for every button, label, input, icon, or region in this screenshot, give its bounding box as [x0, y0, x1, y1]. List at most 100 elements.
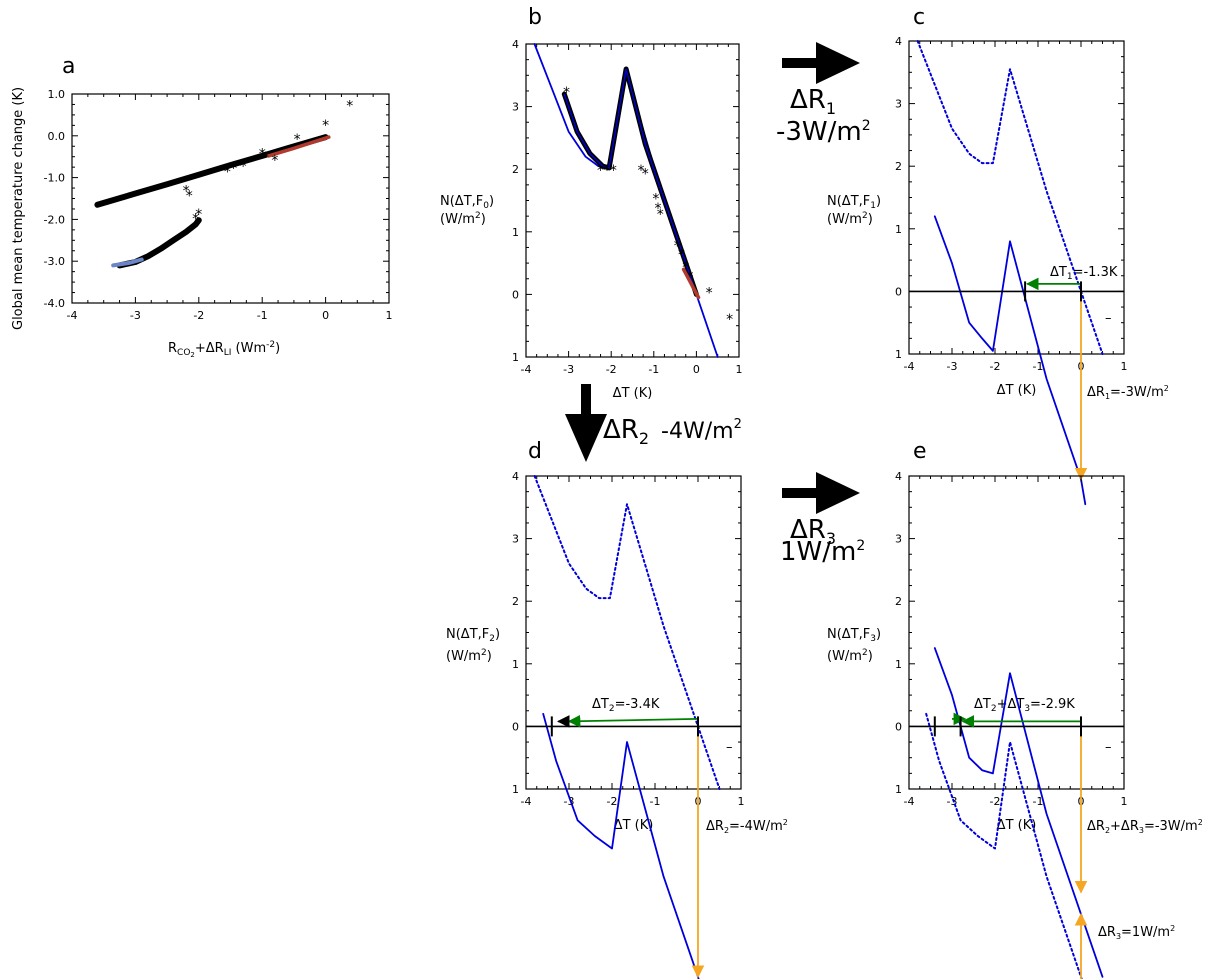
panel-label-c: c — [913, 5, 925, 30]
panel-e-ytick: 0 — [895, 720, 902, 733]
panel-a-star-point: * — [259, 147, 266, 163]
step2-label: ΔR2 -4W/m2 — [603, 415, 742, 448]
svg-text:N(ΔT,F1): N(ΔT,F1) — [827, 194, 881, 211]
panel-c-ytick: 4 — [895, 35, 902, 48]
panel-d-ytick: 1 — [512, 658, 519, 671]
panel-a-star-point: * — [240, 159, 247, 175]
step3-arrow-icon — [782, 472, 860, 514]
panel-a-series-lightblue — [111, 257, 144, 268]
panel-a-series-dense-black-lower — [116, 217, 202, 269]
panel-d-xtick: -4 — [521, 795, 532, 808]
panel-d-dash: – — [726, 740, 733, 755]
panel-b-xtick: 0 — [693, 363, 700, 376]
panel-c-xtick: -3 — [947, 360, 958, 373]
panel-a-star-point: * — [195, 207, 202, 223]
panel-b-ytick: 4 — [512, 38, 519, 51]
panel-b-star-point: * — [687, 270, 694, 286]
panel-a-ytick: -4.0 — [44, 297, 65, 310]
panel-b-star-point: * — [597, 163, 604, 179]
panel-b-star-point: * — [603, 163, 610, 179]
panel-b-star-point: * — [655, 201, 662, 217]
panel-b-ytick: 3 — [512, 101, 519, 114]
panel-d-xtick: -1 — [650, 795, 661, 808]
panel-e-ytick: 2 — [895, 595, 902, 608]
panel-e-xlabel: ΔT (K) — [997, 818, 1037, 833]
panel-c-ytick: 2 — [895, 160, 902, 173]
panel-d-ytick: 0 — [512, 720, 519, 733]
panel-e-series-dotted — [925, 712, 1083, 979]
panel-d-dt-label: ΔT2=-3.4K — [592, 697, 660, 714]
panel-b-xtick: -3 — [563, 363, 574, 376]
panel-b-star-point: * — [657, 207, 664, 223]
panel-b-star-point: * — [610, 163, 617, 179]
panel-b-series-red — [681, 267, 701, 300]
panel-b-series-solid — [533, 43, 719, 358]
panel-b-xtick: -1 — [648, 363, 659, 376]
panel-c-xlabel: ΔT (K) — [997, 383, 1037, 398]
panel-a-star-point: * — [294, 132, 301, 148]
panel-e-dt-label: ΔT2+ΔT3=-2.9K — [974, 697, 1075, 714]
panel-b-ytick: 0 — [512, 288, 519, 301]
panel-a-ytick: 0.0 — [48, 130, 66, 143]
panel-a-star-point: * — [183, 183, 190, 199]
panel-a-xtick: -4 — [67, 309, 78, 322]
panel-b-ytick: 1 — [512, 351, 519, 364]
panel-a-ytick: -3.0 — [44, 255, 65, 268]
panel-b-series-overlay — [563, 68, 698, 295]
panel-a-ytick: 1.0 — [48, 88, 66, 101]
panel-b-star-point: * — [674, 238, 681, 254]
panel-c-ytick: 3 — [895, 98, 902, 111]
panel-c-series-dotted — [916, 40, 1104, 355]
panel-a-star-point: * — [192, 211, 199, 227]
panel-a-xtick: 0 — [322, 309, 329, 322]
svg-text:N(ΔT,F2): N(ΔT,F2) — [446, 627, 500, 644]
panel-b-star-point: * — [682, 260, 689, 276]
panel-c-ytick: 1 — [895, 348, 902, 361]
panel-d-series-solid — [542, 713, 700, 979]
panel-b-star-point: * — [638, 163, 645, 179]
panel-a-star-point: * — [230, 161, 237, 177]
panel-d-xtick: -3 — [564, 795, 575, 808]
panel-c-xtick: -4 — [904, 360, 915, 373]
panel-d-dr-label: ΔR2=-4W/m2 — [706, 818, 788, 835]
panel-a-star-point: * — [322, 118, 329, 134]
panel-e-ytick: 3 — [895, 533, 902, 546]
panel-d-ytick: 4 — [512, 470, 519, 483]
svg-text:(W/m2): (W/m2) — [440, 211, 486, 227]
panel-e-frame — [908, 475, 1125, 790]
panel-b-xtick: 1 — [736, 363, 743, 376]
panel-c-dash: – — [1105, 311, 1112, 326]
panel-e-ylabel: N(ΔT,F3) (W/m2) — [827, 627, 881, 664]
svg-text:N(ΔT,F0): N(ΔT,F0) — [440, 194, 494, 211]
panel-b-ylabel: N(ΔT,F0) (W/m2) — [440, 194, 494, 227]
panel-a-xtick: -1 — [257, 309, 268, 322]
panel-a-star-point: * — [262, 150, 269, 166]
panel-a-xtick: -2 — [193, 309, 204, 322]
panel-d-ytick: 1 — [512, 783, 519, 796]
panel-e-dr-label: ΔR2+ΔR3=-3W/m2 — [1087, 818, 1203, 835]
panel-a-series-dense-black-upper — [94, 134, 329, 208]
panel-b-star-point: * — [563, 85, 570, 101]
panel-d-series-dotted — [533, 475, 721, 790]
panel-b-xlabel: ΔT (K) — [613, 386, 653, 401]
panel-e-ytick: 1 — [895, 783, 902, 796]
panel-e-ytick: 4 — [895, 470, 902, 483]
panel-a-axes: -4 -3 -2 -1 0 1 -4.0 -3.0 -2.0 -1.0 0.0 1.0 — [44, 88, 393, 322]
panel-b-star-point: * — [642, 166, 649, 182]
panel-b-ytick: 2 — [512, 163, 519, 176]
panel-a-ytick: -1.0 — [44, 172, 65, 185]
panel-b-xtick: -2 — [606, 363, 617, 376]
step3-value: 1W/m2 — [780, 537, 865, 567]
panel-c-ylabel: N(ΔT,F1) (W/m2) — [827, 194, 881, 227]
panel-d-green-arrow — [567, 714, 699, 728]
panel-e-xtick: -3 — [947, 795, 958, 808]
panel-e-ytick: 1 — [895, 658, 902, 671]
panel-c-xtick: -2 — [990, 360, 1001, 373]
panel-label-e: e — [913, 439, 927, 464]
step1-value: -3W/m2 — [776, 117, 871, 147]
panel-d-ytick: 3 — [512, 533, 519, 546]
panel-d-xtick: -2 — [607, 795, 618, 808]
